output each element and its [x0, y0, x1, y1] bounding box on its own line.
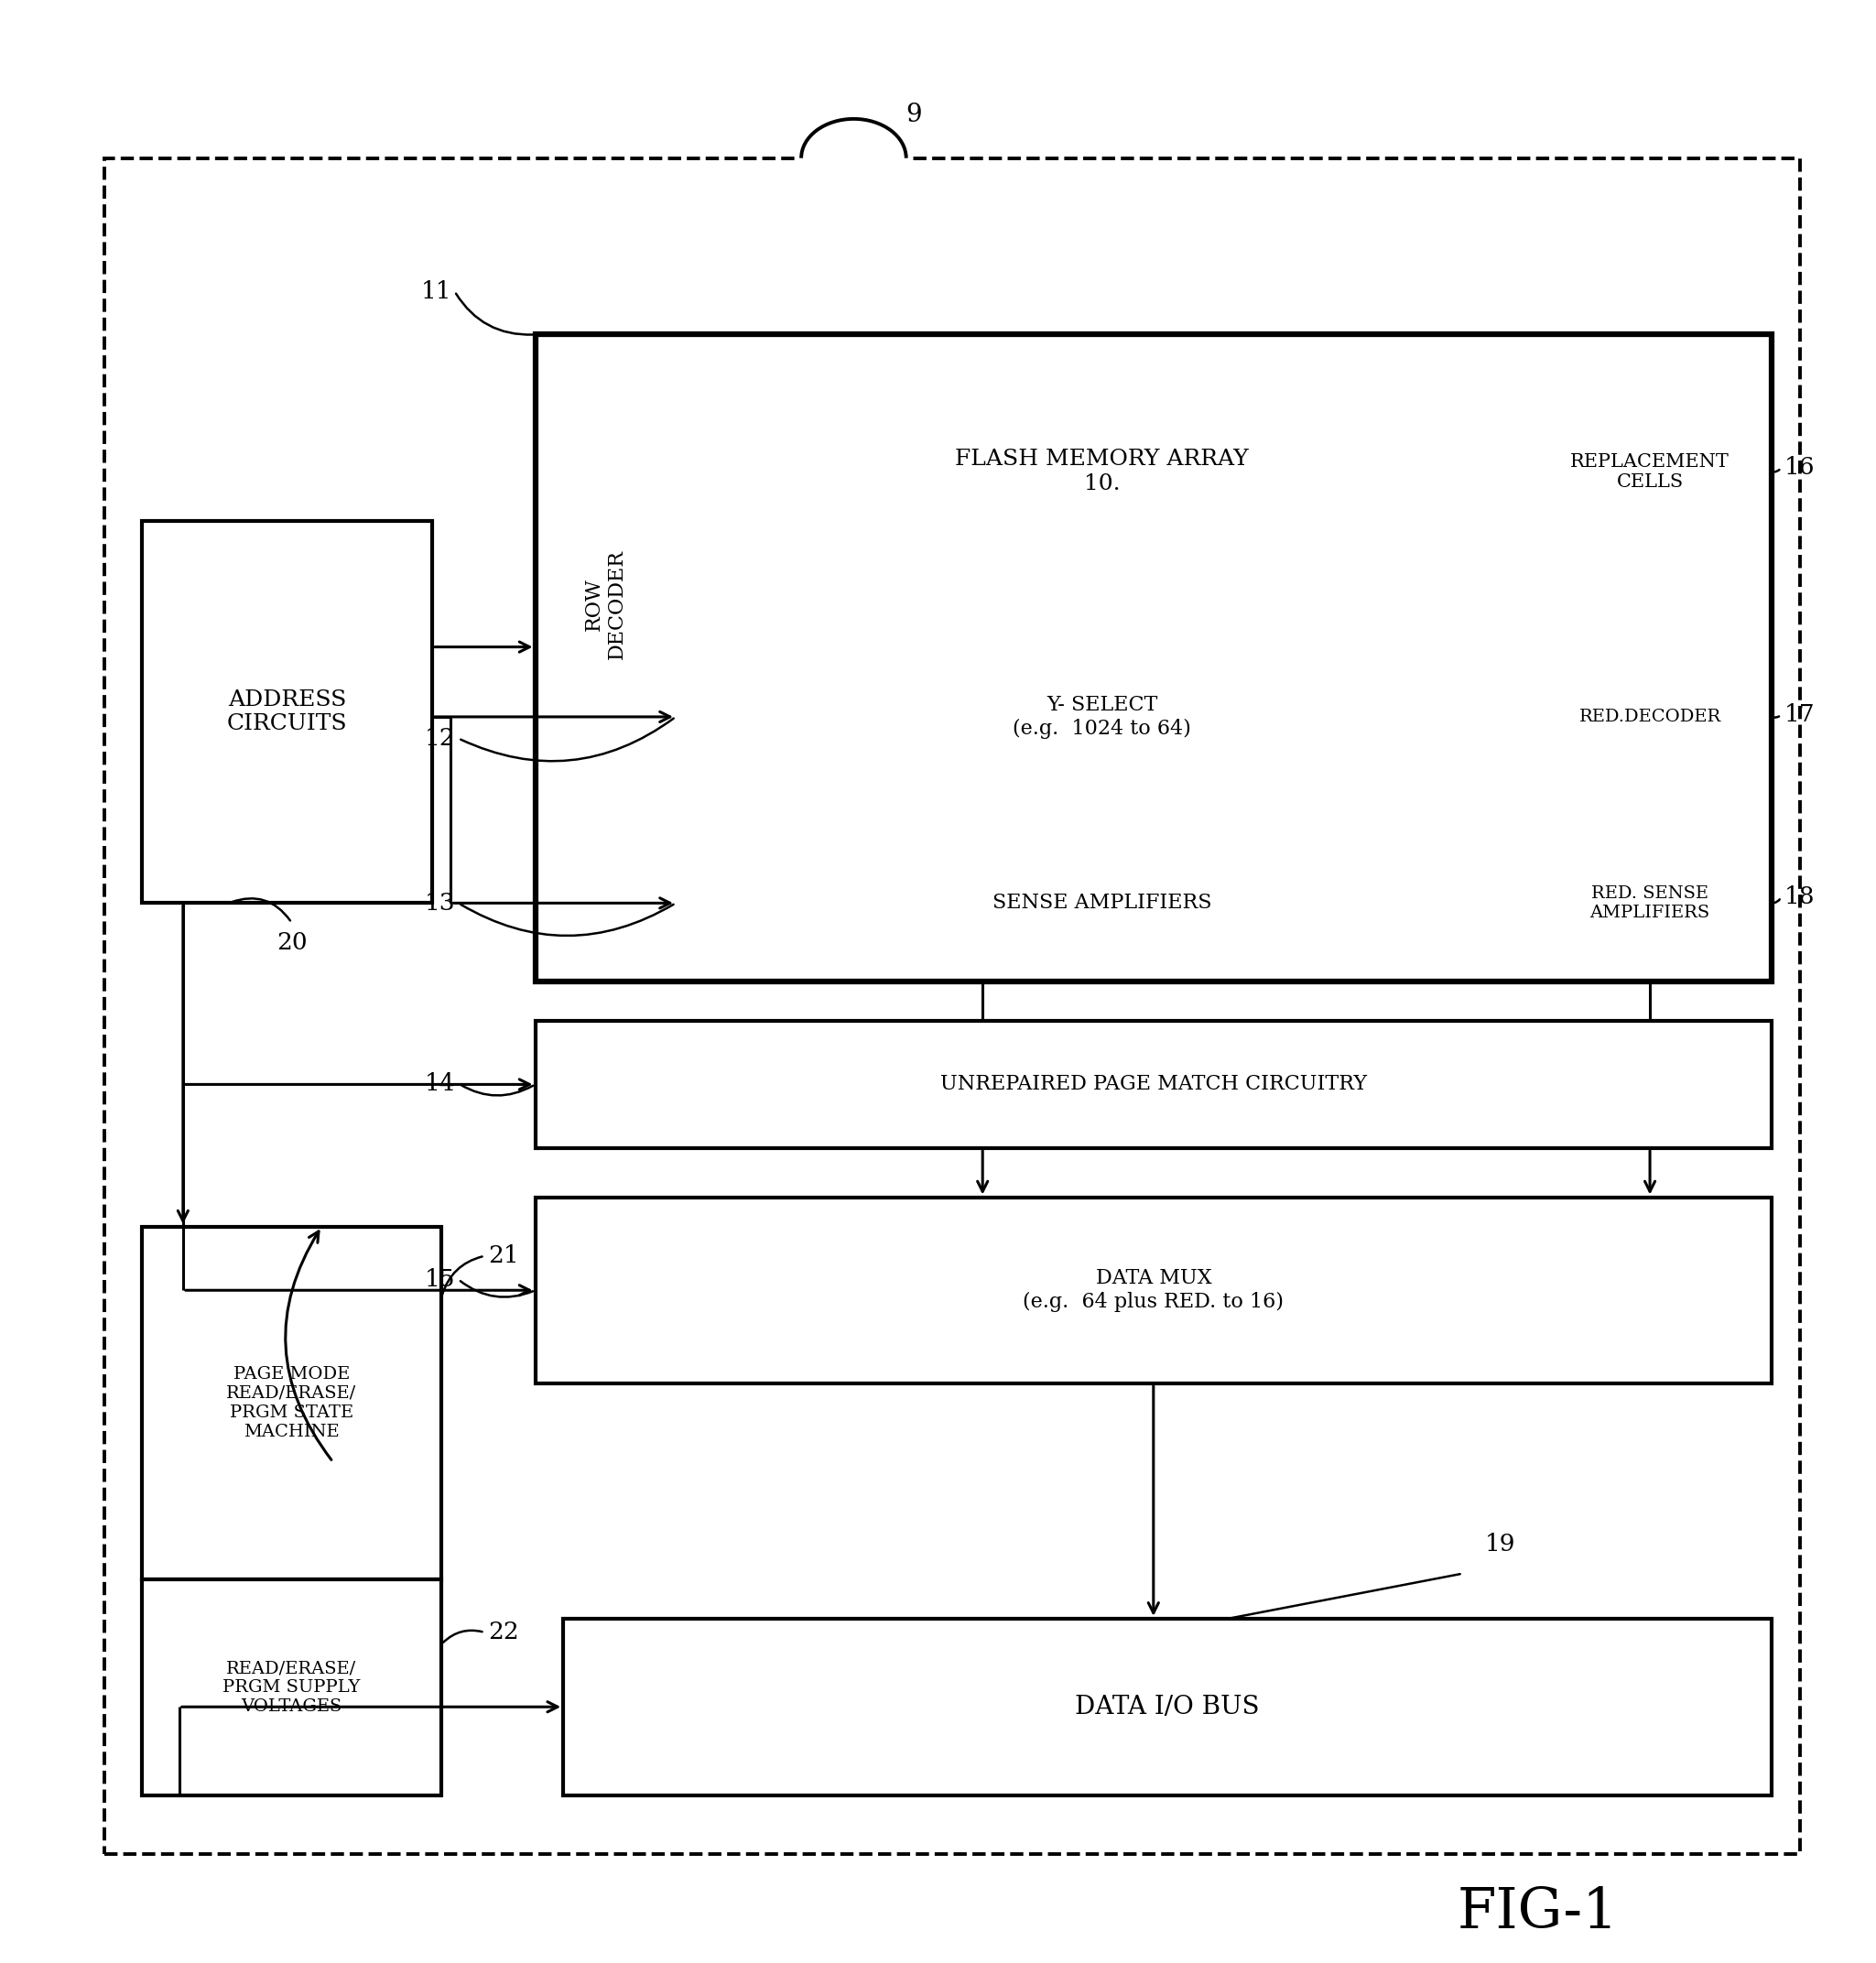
Text: 21: 21 — [488, 1245, 520, 1268]
Text: 14: 14 — [424, 1072, 456, 1095]
Bar — [535, 1021, 1771, 1148]
Text: 12: 12 — [424, 726, 456, 750]
Text: 19: 19 — [1484, 1533, 1516, 1555]
Text: 22: 22 — [488, 1621, 520, 1643]
Text: FIG-1: FIG-1 — [1458, 1884, 1619, 1939]
Bar — [675, 824, 1529, 982]
Text: RED. SENSE
AMPLIFIERS: RED. SENSE AMPLIFIERS — [1589, 885, 1709, 921]
Text: FLASH MEMORY ARRAY
10.: FLASH MEMORY ARRAY 10. — [955, 450, 1249, 495]
Bar — [535, 1197, 1771, 1384]
Text: 15: 15 — [424, 1268, 456, 1292]
Bar — [535, 334, 1771, 982]
Text: READ/ERASE/
PRGM SUPPLY
VOLTAGES: READ/ERASE/ PRGM SUPPLY VOLTAGES — [223, 1661, 360, 1714]
Text: PAGE MODE
READ/ERASE/
PRGM STATE
MACHINE: PAGE MODE READ/ERASE/ PRGM STATE MACHINE — [227, 1366, 356, 1439]
Text: 18: 18 — [1784, 885, 1816, 909]
Text: DATA I/O BUS: DATA I/O BUS — [1075, 1694, 1261, 1720]
Text: ADDRESS
CIRCUITS: ADDRESS CIRCUITS — [227, 689, 347, 734]
Text: 11: 11 — [420, 281, 452, 302]
Text: SENSE AMPLIFIERS: SENSE AMPLIFIERS — [992, 893, 1212, 913]
Bar — [1529, 824, 1771, 982]
Bar — [105, 159, 1799, 1853]
Text: 13: 13 — [424, 891, 456, 915]
Text: 16: 16 — [1784, 457, 1816, 479]
Text: 9: 9 — [906, 102, 921, 128]
Text: UNREPAIRED PAGE MATCH CIRCUITRY: UNREPAIRED PAGE MATCH CIRCUITRY — [940, 1074, 1368, 1095]
Text: 20: 20 — [276, 930, 308, 954]
Text: ROW
DECODER: ROW DECODER — [583, 550, 627, 660]
Text: DATA MUX
(e.g.  64 plus RED. to 16): DATA MUX (e.g. 64 plus RED. to 16) — [1022, 1268, 1283, 1311]
Bar — [1529, 609, 1771, 824]
Text: 17: 17 — [1784, 703, 1816, 726]
Bar — [143, 1580, 441, 1794]
Bar — [535, 334, 675, 874]
Text: REPLACEMENT
CELLS: REPLACEMENT CELLS — [1570, 453, 1730, 491]
Bar — [1529, 334, 1771, 609]
Text: RED.DECODER: RED.DECODER — [1580, 709, 1720, 724]
Bar — [675, 609, 1529, 824]
Text: Y- SELECT
(e.g.  1024 to 64): Y- SELECT (e.g. 1024 to 64) — [1013, 695, 1191, 738]
Bar — [675, 334, 1529, 609]
Bar — [563, 1619, 1771, 1794]
Bar — [143, 520, 431, 903]
Bar — [143, 1227, 441, 1580]
